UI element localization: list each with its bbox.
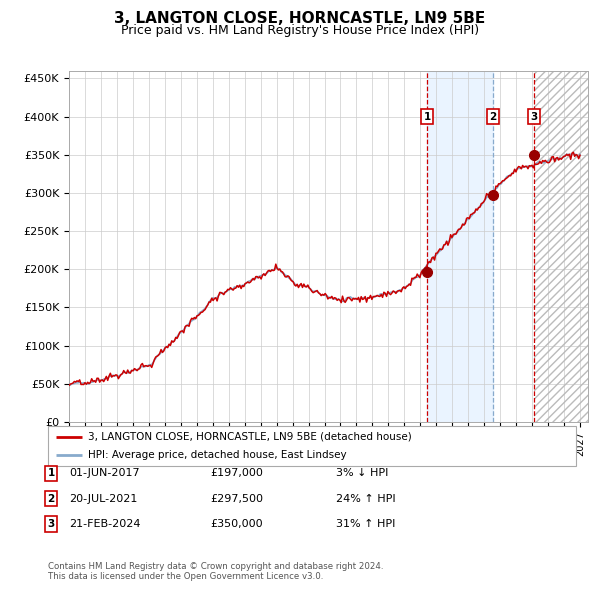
Text: 2: 2 [490,112,497,122]
Text: £197,000: £197,000 [210,468,263,478]
FancyBboxPatch shape [48,426,576,466]
Text: 3, LANGTON CLOSE, HORNCASTLE, LN9 5BE: 3, LANGTON CLOSE, HORNCASTLE, LN9 5BE [115,11,485,25]
Text: 2: 2 [47,494,55,503]
Text: Contains HM Land Registry data © Crown copyright and database right 2024.
This d: Contains HM Land Registry data © Crown c… [48,562,383,581]
Text: 3: 3 [530,112,538,122]
Text: 1: 1 [47,468,55,478]
Text: 3: 3 [47,519,55,529]
Text: 24% ↑ HPI: 24% ↑ HPI [336,494,395,503]
Text: HPI: Average price, detached house, East Lindsey: HPI: Average price, detached house, East… [88,450,346,460]
Text: 20-JUL-2021: 20-JUL-2021 [69,494,137,503]
Text: 3% ↓ HPI: 3% ↓ HPI [336,468,388,478]
Text: 31% ↑ HPI: 31% ↑ HPI [336,519,395,529]
Bar [534,71,588,422]
Text: 21-FEB-2024: 21-FEB-2024 [69,519,140,529]
Text: £350,000: £350,000 [210,519,263,529]
Bar [427,71,493,422]
Text: 01-JUN-2017: 01-JUN-2017 [69,468,140,478]
Text: £297,500: £297,500 [210,494,263,503]
Text: 3, LANGTON CLOSE, HORNCASTLE, LN9 5BE (detached house): 3, LANGTON CLOSE, HORNCASTLE, LN9 5BE (d… [88,432,412,442]
Text: Price paid vs. HM Land Registry's House Price Index (HPI): Price paid vs. HM Land Registry's House … [121,24,479,37]
Bar [534,71,588,422]
Text: 1: 1 [424,112,431,122]
